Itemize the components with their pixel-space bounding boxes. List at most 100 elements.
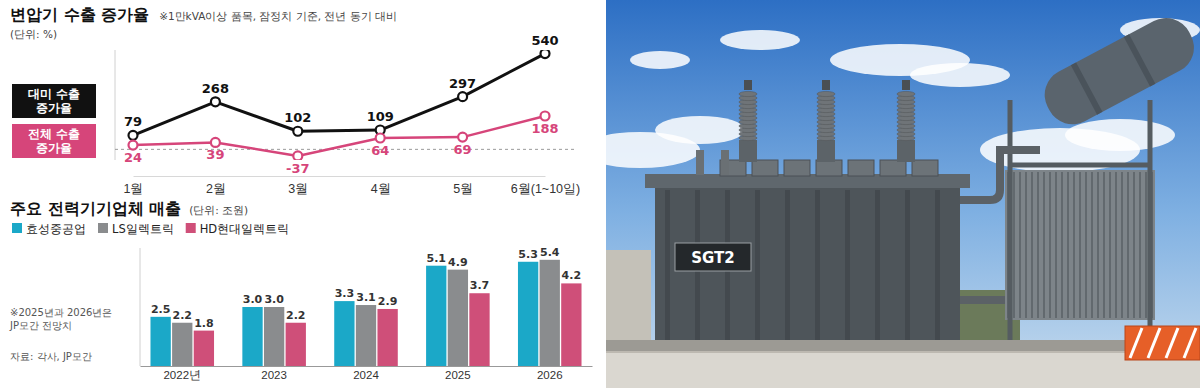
bar [561, 283, 581, 366]
legend-box [12, 124, 96, 158]
plot-area [129, 50, 550, 160]
cloud [720, 30, 800, 50]
series-marker [376, 134, 385, 143]
radiator-fin [1127, 172, 1129, 318]
data-label: 540 [531, 33, 558, 48]
x-axis: 2022년2023202420252026 [141, 366, 593, 381]
data-label: 4.9 [448, 256, 468, 269]
grid [115, 149, 575, 150]
data-label: 3.7 [470, 279, 490, 292]
bar [356, 305, 376, 366]
text-line: 증가율 [36, 141, 72, 155]
chart-subtitle: ※1만kVA이상 품목, 잠정치 기준, 전년 동기 대비 [159, 10, 397, 22]
pipe [960, 296, 1005, 304]
bushing-base [739, 140, 757, 162]
tank-rib [755, 190, 760, 350]
text-line: 전체 수출 [28, 127, 80, 141]
x-tick-label: 2023 [261, 369, 287, 381]
bar [172, 323, 192, 366]
bushing-shed [897, 91, 915, 96]
data-label: 2.9 [378, 295, 398, 308]
lv-bushing [721, 150, 729, 175]
data-label: 5.4 [540, 246, 560, 259]
bar [518, 262, 538, 366]
legend-label: 전체 수출증가율 [28, 127, 80, 155]
legend-label: HD현대일렉트릭 [200, 222, 290, 236]
tank-body [655, 185, 960, 355]
legend-label: 효성중공업 [26, 222, 86, 236]
bushing-base [897, 140, 915, 162]
conservator-body [1036, 9, 1200, 134]
terminal-box [912, 160, 938, 176]
radiator-fin [1073, 172, 1075, 318]
radiator-fin [1037, 172, 1039, 318]
y-axis-line [115, 50, 116, 160]
plate-label: SGT2 [691, 249, 735, 267]
data-label: 1.8 [194, 317, 214, 330]
radiator-fin [1043, 172, 1045, 318]
grid-line [115, 149, 575, 150]
legend-swatch [186, 223, 196, 233]
legend-swatch [98, 223, 108, 233]
bar [150, 317, 170, 366]
series-marker [211, 138, 220, 147]
x-tick-label: 2025 [445, 369, 471, 381]
x-tick-label: 5월 [453, 182, 473, 196]
legend-label: 대미 수출증가율 [28, 87, 80, 115]
data-label: 297 [449, 76, 476, 91]
plot-area [150, 260, 581, 366]
wall-edge [606, 351, 1200, 353]
legend: 대미 수출증가율전체 수출증가율 [12, 84, 96, 158]
series-marker [293, 151, 302, 160]
x-tick: 5월 [453, 176, 473, 196]
radiator [1005, 170, 1155, 320]
data-label: 69 [454, 142, 472, 157]
tank-rib [935, 190, 940, 350]
radiator-fin [1061, 172, 1063, 318]
bar [242, 307, 262, 366]
cloud [910, 63, 1010, 87]
radiator-fin [1103, 172, 1105, 318]
terminal-box [784, 160, 810, 176]
radiator-fin [1097, 172, 1099, 318]
data-label: 109 [367, 109, 394, 124]
data-label: 5.1 [427, 252, 447, 265]
y-axis-title: (단위: 조원) [189, 204, 248, 216]
radiator-fin [1109, 172, 1111, 318]
tank-rib [785, 190, 790, 350]
photo: SGT2 [606, 0, 1200, 388]
barrier [1125, 326, 1200, 360]
x-tick: 3월 [288, 176, 308, 196]
text-line: 자료: 각사, JP모간 [10, 351, 92, 362]
bushing-base [817, 140, 835, 162]
legend-box [12, 84, 96, 118]
bar [426, 266, 446, 366]
legend: 효성중공업LS일렉트릭HD현대일렉트릭 [12, 222, 289, 236]
cloud [655, 116, 745, 144]
radiator-fin [1019, 172, 1021, 318]
bar [334, 301, 354, 366]
x-tick: 2026 [537, 366, 563, 381]
tank-rib [665, 190, 670, 350]
series-marker [541, 112, 550, 121]
terminal-box [848, 160, 874, 176]
bar [469, 293, 489, 366]
x-tick-label: 4월 [371, 182, 391, 196]
radiator-fin [1025, 172, 1027, 318]
data-labels: 792681021092975402439-376469188 [124, 33, 559, 176]
bar [286, 323, 306, 366]
radiator-fin [1121, 172, 1123, 318]
data-label: 4.2 [562, 269, 582, 282]
terminal-box [816, 160, 842, 176]
barrier-stripe [1184, 328, 1196, 358]
data-label: 2.2 [173, 309, 193, 322]
x-tick-label: 2월 [206, 182, 226, 196]
cloud [1065, 119, 1175, 151]
tank-rib [845, 190, 850, 350]
data-label: 2.5 [151, 303, 171, 316]
radiator-fin [1085, 172, 1087, 318]
radiator-fin [1145, 172, 1147, 318]
text-line: 대미 수출 [28, 87, 80, 101]
series-marker [129, 141, 138, 150]
chart-title: 변압기 수출 증가율 [10, 5, 149, 24]
